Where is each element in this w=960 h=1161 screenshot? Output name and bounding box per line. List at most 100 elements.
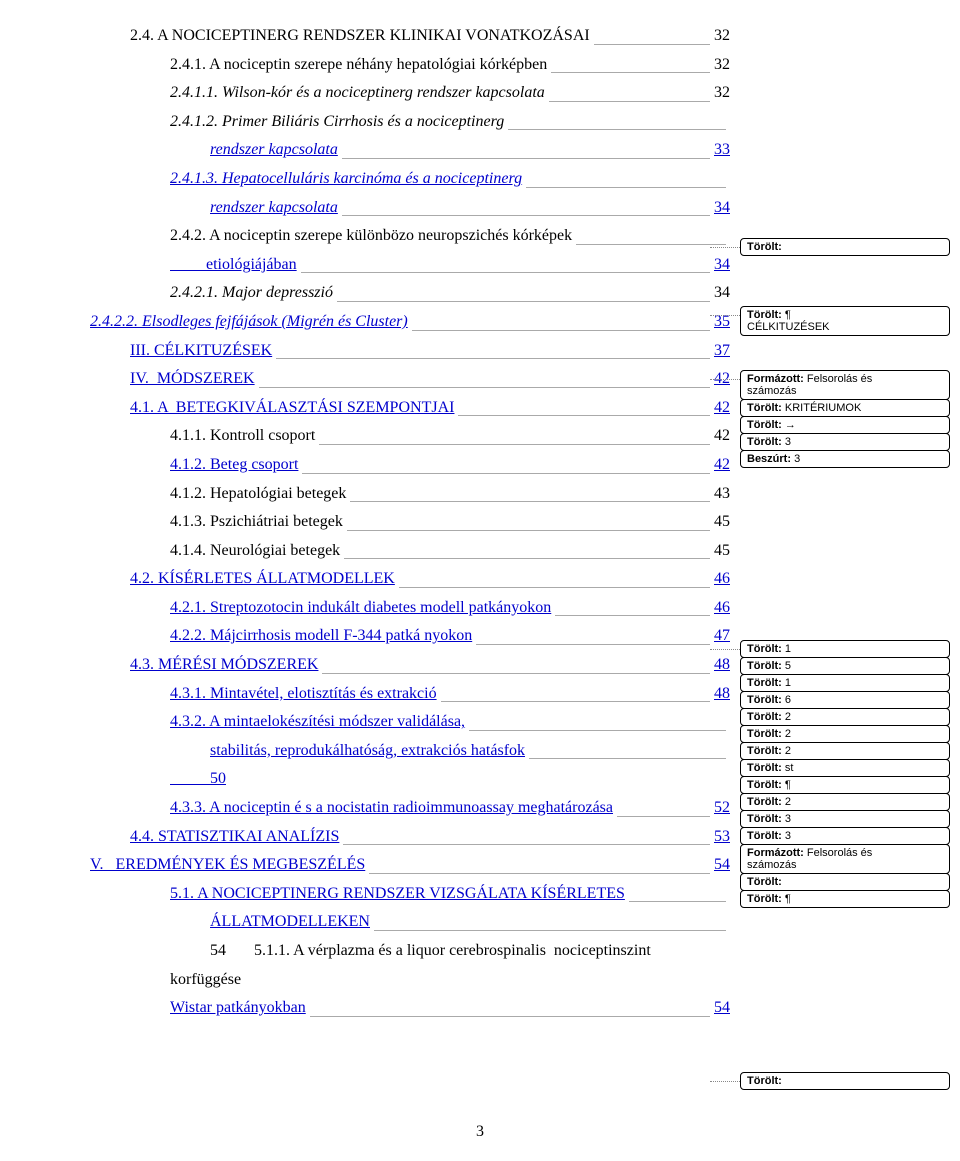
toc-entry[interactable]: 4.3.3. A nociceptin é s a nocistatin rad… (90, 795, 730, 821)
balloon-connector (710, 379, 740, 380)
toc-label: 4.4. STATISZTIKAI ANALÍZIS (130, 824, 339, 850)
toc-entry[interactable]: 4.3. MÉRÉSI MÓDSZEREK48 (90, 652, 730, 678)
toc-entry[interactable]: rendszer kapcsolata33 (90, 137, 730, 163)
toc-page-number: 52 (714, 795, 730, 821)
toc-entry: 2.4.1. A nociceptin szerepe néhány hepat… (90, 52, 730, 78)
toc-entry[interactable]: III. CÉLKITUZÉSEK37 (90, 338, 730, 364)
toc-page-number: 54 (714, 852, 730, 878)
tab-leader (342, 215, 710, 216)
toc-entry[interactable]: 4.1. A BETEGKIVÁLASZTÁSI SZEMPONTJAI42 (90, 395, 730, 421)
tab-leader (322, 673, 710, 674)
revision-balloon: Törölt: 3 (740, 827, 950, 845)
revision-balloon: Törölt: 1 (740, 674, 950, 692)
revision-balloon: Törölt: (740, 1072, 950, 1090)
revision-balloon: Törölt: 2 (740, 742, 950, 760)
tab-leader (337, 301, 710, 302)
balloon-text: 2 (782, 711, 791, 723)
balloon-action: Formázott: (747, 373, 804, 385)
toc-page-number: 46 (714, 566, 730, 592)
tab-leader (476, 644, 710, 645)
toc-entry[interactable]: 2.4.2.2. Elsodleges fejfájások (Migrén é… (90, 309, 730, 335)
balloon-action: Törölt: (747, 309, 782, 321)
toc-entry[interactable]: 50 (90, 766, 730, 792)
toc-entry[interactable]: Wistar patkányokban54 (90, 995, 730, 1021)
balloon-connector (710, 315, 740, 316)
tab-leader (399, 587, 710, 588)
revision-balloon: Törölt: 6 (740, 691, 950, 709)
balloon-action: Formázott: (747, 847, 804, 859)
tab-leader (310, 1016, 710, 1017)
toc-label: 4.3.3. A nociceptin é s a nocistatin rad… (170, 795, 613, 821)
toc-page-number: 45 (714, 538, 730, 564)
revision-balloon: Törölt: → (740, 416, 950, 434)
tab-leader (551, 72, 710, 73)
toc-entry[interactable]: ÁLLATMODELLEKEN (90, 909, 730, 935)
tab-leader (343, 844, 710, 845)
tab-leader (319, 444, 710, 445)
tab-leader (412, 330, 710, 331)
tab-leader (576, 244, 726, 245)
toc-label: Wistar patkányokban (170, 995, 306, 1021)
toc-label: 54 5.1.1. A vérplazma és a liquor cerebr… (210, 938, 651, 964)
toc-entry[interactable]: 4.2. KÍSÉRLETES ÁLLATMODELLEK 46 (90, 566, 730, 592)
balloon-action: Törölt: (747, 876, 782, 888)
toc-page-number: 42 (714, 452, 730, 478)
tab-leader (629, 901, 726, 902)
toc-label: 4.1.3. Pszichiátriai betegek (170, 509, 343, 535)
tab-leader (441, 701, 710, 702)
toc-entry[interactable]: 4.1.2. Beteg csoport42 (90, 452, 730, 478)
toc-entry[interactable]: 4.3.1. Mintavétel, elotisztítás és extra… (90, 681, 730, 707)
balloon-action: Törölt: (747, 643, 782, 655)
balloon-text: 3 (782, 813, 791, 825)
toc-label: etiológiájában (170, 252, 297, 278)
balloon-text: 6 (782, 694, 791, 706)
toc-page-number: 34 (714, 280, 730, 306)
tab-leader (350, 501, 710, 502)
revision-balloon: Formázott: Felsorolás és számozás (740, 370, 950, 400)
toc-entry[interactable]: 4.2.2. Májcirrhosis modell F-344 patká n… (90, 623, 730, 649)
balloon-text: 3 (782, 436, 791, 448)
toc-page-number: 33 (714, 137, 730, 163)
tab-leader (276, 358, 710, 359)
toc-label: ÁLLATMODELLEKEN (210, 909, 370, 935)
toc-entry: 4.1.1. Kontroll csoport42 (90, 423, 730, 449)
toc-entry: 4.1.2. Hepatológiai betegek43 (90, 481, 730, 507)
toc-label: III. CÉLKITUZÉSEK (130, 338, 272, 364)
toc-page-number: 53 (714, 824, 730, 850)
balloon-connector (710, 649, 740, 650)
revision-balloon: Törölt: KRITÉRIUMOK (740, 399, 950, 417)
toc-entry: 4.1.3. Pszichiátriai betegek 45 (90, 509, 730, 535)
toc-page-number: 46 (714, 595, 730, 621)
balloon-action: Törölt: (747, 694, 782, 706)
toc-entry: 2.4.1.1. Wilson-kór és a nociceptinerg r… (90, 80, 730, 106)
toc-page-number: 32 (714, 80, 730, 106)
toc-entry[interactable]: V. EREDMÉNYEK ÉS MEGBESZÉLÉS54 (90, 852, 730, 878)
toc-entry: 2.4. A NOCICEPTINERG RENDSZER KLINIKAI V… (90, 23, 730, 49)
toc-entry[interactable]: 4.4. STATISZTIKAI ANALÍZIS 53 (90, 824, 730, 850)
tab-leader (549, 101, 710, 102)
balloon-text: 1 (782, 677, 791, 689)
toc-entry[interactable]: 4.3.2. A mintaelokészítési módszer valid… (90, 709, 730, 735)
toc-entry[interactable]: IV. MÓDSZEREK42 (90, 366, 730, 392)
toc-page-number: 48 (714, 681, 730, 707)
tab-leader (469, 730, 726, 731)
balloon-action: Törölt: (747, 745, 782, 757)
toc-entry[interactable]: 5.1. A NOCICEPTINERG RENDSZER VIZSGÁLATA… (90, 881, 730, 907)
tab-leader (342, 158, 710, 159)
balloon-action: Törölt: (747, 813, 782, 825)
toc-page-number: 45 (714, 509, 730, 535)
balloon-text (782, 1075, 785, 1087)
toc-entry[interactable]: 4.2.1. Streptozotocin indukált diabetes … (90, 595, 730, 621)
toc-label: 4.2. KÍSÉRLETES ÁLLATMODELLEK (130, 566, 395, 592)
toc-page-number: 47 (714, 623, 730, 649)
toc-entry[interactable]: 2.4.1.3. Hepatocelluláris karcinóma és a… (90, 166, 730, 192)
balloon-connector (710, 247, 740, 248)
toc-entry[interactable]: etiológiájában34 (90, 252, 730, 278)
revision-balloon: Törölt: 3 (740, 433, 950, 451)
toc-label: IV. MÓDSZEREK (130, 366, 255, 392)
toc-entry[interactable]: stabilitás, reprodukálhatóság, extrakció… (90, 738, 730, 764)
revision-balloon: Törölt: ¶ CÉLKITUZÉSEK (740, 306, 950, 336)
toc-entry[interactable]: rendszer kapcsolata34 (90, 195, 730, 221)
toc-label: 4.3.1. Mintavétel, elotisztítás és extra… (170, 681, 437, 707)
toc-label: 2.4.2.2. Elsodleges fejfájások (Migrén é… (90, 309, 408, 335)
